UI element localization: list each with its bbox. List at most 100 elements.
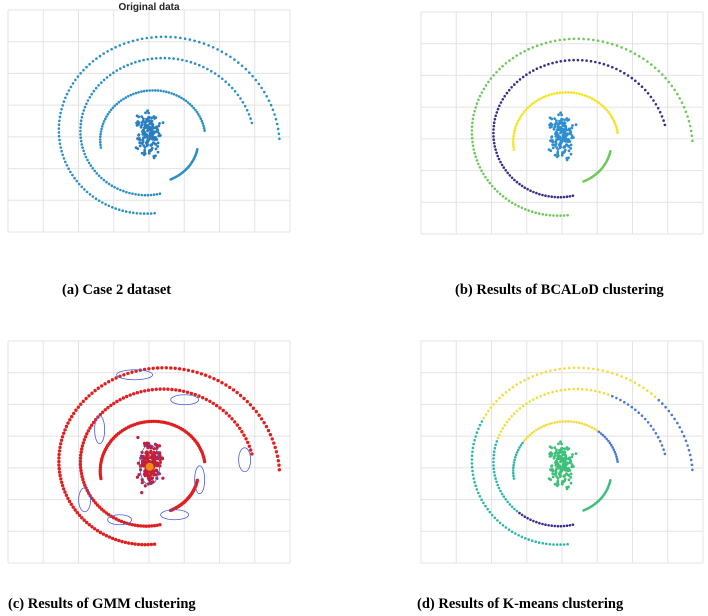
point-inner-arc xyxy=(177,95,181,98)
point-center-cluster xyxy=(560,153,564,157)
point-outer-arm xyxy=(118,44,122,47)
point-middle-arm xyxy=(240,430,244,434)
point-middle-arm xyxy=(598,390,601,394)
point-center-cluster xyxy=(145,450,149,455)
point-middle-arm xyxy=(100,81,103,84)
point-outer-arm xyxy=(275,122,279,126)
point-middle-arm xyxy=(135,391,139,395)
point-middle-arm xyxy=(106,512,111,517)
point-outer-arm xyxy=(477,98,480,102)
point-middle-arm xyxy=(211,401,215,406)
point-inner-arc xyxy=(610,114,613,118)
point-outer-arm xyxy=(132,211,135,215)
point-middle-arm xyxy=(81,112,84,116)
point-center-cluster xyxy=(562,135,566,139)
point-outer-arm xyxy=(548,543,552,546)
point-middle-arm xyxy=(243,104,247,108)
point-outer-arm xyxy=(272,441,276,445)
point-middle-arm xyxy=(606,64,610,67)
point-inner-arc xyxy=(159,89,163,93)
point-middle-arm xyxy=(497,486,501,490)
point-middle-arm xyxy=(494,443,497,447)
point-outer-arm xyxy=(541,213,545,216)
point-middle-arm xyxy=(520,184,524,188)
point-inner-arc xyxy=(108,110,111,114)
point-outer-arm xyxy=(90,525,94,529)
point-middle-arm xyxy=(538,521,541,525)
point-middle-arm xyxy=(128,393,132,397)
point-inner-arc xyxy=(521,441,524,445)
point-outer-arm xyxy=(661,402,664,405)
point-outer-arm xyxy=(57,131,61,134)
point-middle-arm xyxy=(155,193,159,196)
point-center-cluster xyxy=(560,129,564,133)
point-outer-arm xyxy=(531,46,535,49)
point-outer-arm xyxy=(122,373,126,377)
point-inner-arc xyxy=(601,104,605,108)
point-middle-arm xyxy=(79,129,82,133)
gmm-ellipse xyxy=(194,465,206,495)
point-middle-arm xyxy=(503,423,506,427)
point-outer-arm xyxy=(257,82,261,86)
point-middle-arm xyxy=(85,432,89,436)
point-inner-arc xyxy=(156,89,160,92)
point-outer-arm xyxy=(642,386,645,390)
point-outer-arm xyxy=(501,393,504,397)
gmm-ellipse xyxy=(170,394,200,406)
point-center-cluster xyxy=(570,463,574,466)
point-inner-arc xyxy=(513,129,516,133)
point-outer-arm xyxy=(549,369,552,373)
point-inner-arc xyxy=(575,92,578,95)
point-outer-arm xyxy=(76,405,81,409)
point-outer-arm xyxy=(620,46,623,49)
point-outer-arm xyxy=(164,366,168,370)
point-outer-arm xyxy=(127,41,130,44)
panel-b xyxy=(417,6,707,236)
point-middle-arm xyxy=(95,503,100,507)
point-outer-arm xyxy=(110,378,115,382)
point-outer-arm xyxy=(91,195,95,198)
point-inner-arc xyxy=(148,89,151,92)
point-outer-arm xyxy=(596,368,600,371)
point-outer-arm xyxy=(74,78,77,82)
point-inner-arc xyxy=(170,92,173,95)
point-outer-arm xyxy=(507,528,511,531)
point-outer-arm xyxy=(114,537,118,542)
point-inner-arc xyxy=(167,91,171,94)
point-middle-arm xyxy=(79,468,83,473)
point-outer-arm xyxy=(71,505,75,509)
point-center-cluster xyxy=(570,126,574,130)
point-middle-arm xyxy=(663,123,667,127)
caption-d: (d) Results of K-means clustering xyxy=(417,596,624,612)
point-middle-arm xyxy=(110,184,114,187)
point-outer-arm xyxy=(77,513,82,517)
point-outer-arm xyxy=(686,115,689,118)
point-center-cluster xyxy=(548,116,552,120)
point-center-cluster xyxy=(134,146,138,150)
point-middle-arm xyxy=(249,448,253,452)
point-outer-arm xyxy=(470,133,474,136)
point-center-cluster xyxy=(143,146,147,149)
point-outer-arm xyxy=(100,384,104,388)
point-outer-arm xyxy=(199,372,204,376)
point-middle-arm xyxy=(518,78,522,81)
point-outer-arm xyxy=(676,92,679,96)
point-outer-arm xyxy=(646,389,649,392)
point-center-cluster xyxy=(556,150,560,154)
point-middle-arm xyxy=(233,90,237,93)
point-outer-arm xyxy=(98,530,103,535)
point-outer-arm xyxy=(691,468,694,472)
point-middle-arm xyxy=(144,524,148,528)
point-outer-arm xyxy=(498,396,501,400)
point-center-cluster xyxy=(143,134,147,138)
point-middle-arm xyxy=(79,139,83,143)
point-outer-arm xyxy=(212,377,216,381)
point-outer-arm xyxy=(562,214,566,217)
point-inner-arc xyxy=(615,457,619,461)
point-outer-arm xyxy=(637,54,641,58)
point-middle-arm xyxy=(134,60,137,64)
point-center-cluster xyxy=(157,124,161,128)
point-middle-arm xyxy=(89,164,93,167)
point-inner-arc xyxy=(184,99,188,103)
point-outer-arm xyxy=(94,197,98,200)
